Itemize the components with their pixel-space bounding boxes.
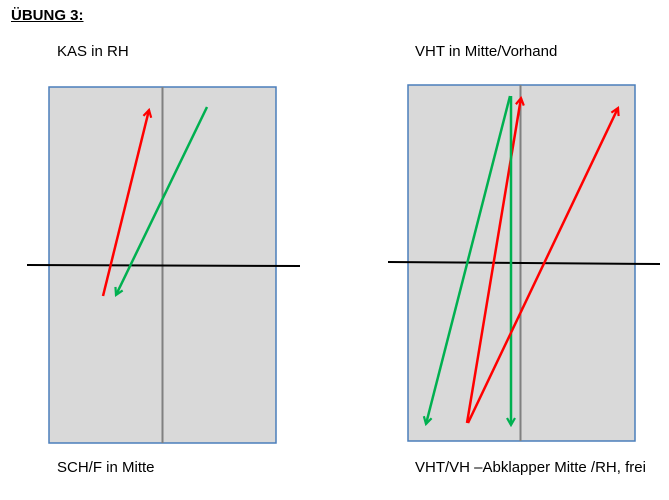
right-red-arrow-2 [466,108,618,424]
panel-2-bottom-label: VHT/VH –Abklapper Mitte /RH, frei [415,459,646,476]
left-table-net [26,264,301,267]
panel-2-top-label: VHT in Mitte/Vorhand [415,43,558,60]
exercise-title: ÜBUNG 3: [11,7,84,24]
panel-1-top-label: KAS in RH [57,43,129,60]
left-table [26,86,301,444]
right-green-arrow-1 [426,95,512,424]
right-table-net [387,261,661,265]
right-table [387,84,661,442]
left-red-arrow [101,110,149,297]
panel-1-bottom-label: SCH/F in Mitte [57,459,155,476]
left-green-arrow [116,106,209,295]
